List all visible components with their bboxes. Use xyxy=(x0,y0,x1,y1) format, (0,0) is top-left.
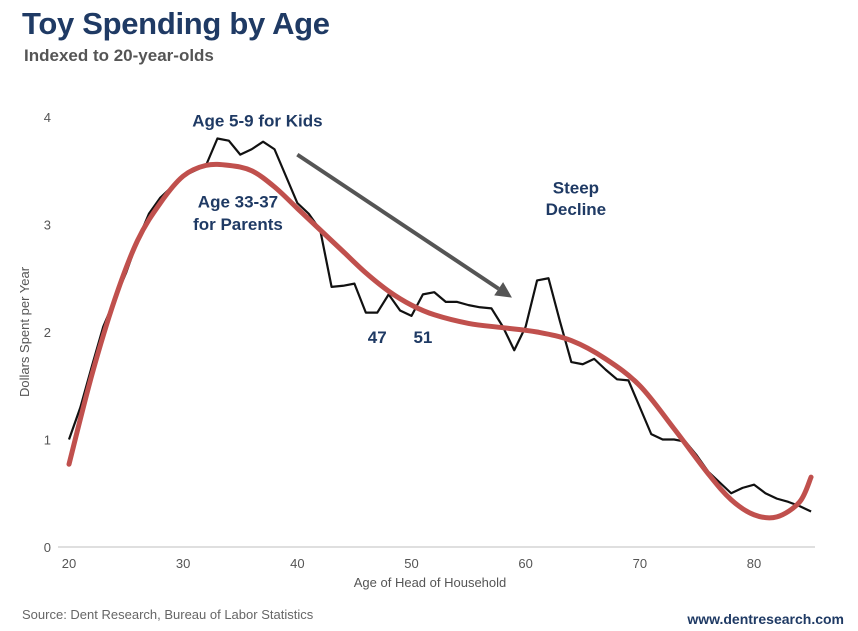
trend-line xyxy=(66,161,814,521)
chart-annotation: Age 33-37 xyxy=(198,192,278,211)
y-tick-label: 2 xyxy=(44,325,51,340)
chart-annotation: Decline xyxy=(546,200,606,219)
x-axis-label: Age of Head of Household xyxy=(354,575,507,590)
y-tick-label: 1 xyxy=(44,433,51,448)
y-axis-label: Dollars Spent per Year xyxy=(17,266,32,397)
chart-title: Toy Spending by Age xyxy=(22,6,330,41)
chart-annotation: Steep xyxy=(553,178,599,197)
x-tick-label: 20 xyxy=(62,556,76,571)
website-link[interactable]: www.dentresearch.com xyxy=(687,611,844,627)
y-tick-label: 0 xyxy=(44,540,51,555)
chart-annotation: 47 xyxy=(368,328,387,347)
source-note: Source: Dent Research, Bureau of Labor S… xyxy=(22,607,314,622)
x-tick-label: 60 xyxy=(518,556,532,571)
decline-arrow-shaft xyxy=(296,152,500,291)
actual-spending-line xyxy=(67,137,812,513)
chart-subtitle: Indexed to 20-year-olds xyxy=(24,46,214,65)
y-tick-label: 4 xyxy=(44,110,51,125)
y-tick-label: 3 xyxy=(44,218,51,233)
x-tick-label: 40 xyxy=(290,556,304,571)
decline-arrow-head xyxy=(494,282,512,298)
x-tick-label: 50 xyxy=(404,556,418,571)
x-tick-label: 30 xyxy=(176,556,190,571)
chart-annotation: 51 xyxy=(413,328,432,347)
chart-annotation: for Parents xyxy=(193,215,283,234)
x-tick-label: 80 xyxy=(747,556,761,571)
chart-annotation: Age 5-9 for Kids xyxy=(192,112,322,131)
x-tick-label: 70 xyxy=(633,556,647,571)
